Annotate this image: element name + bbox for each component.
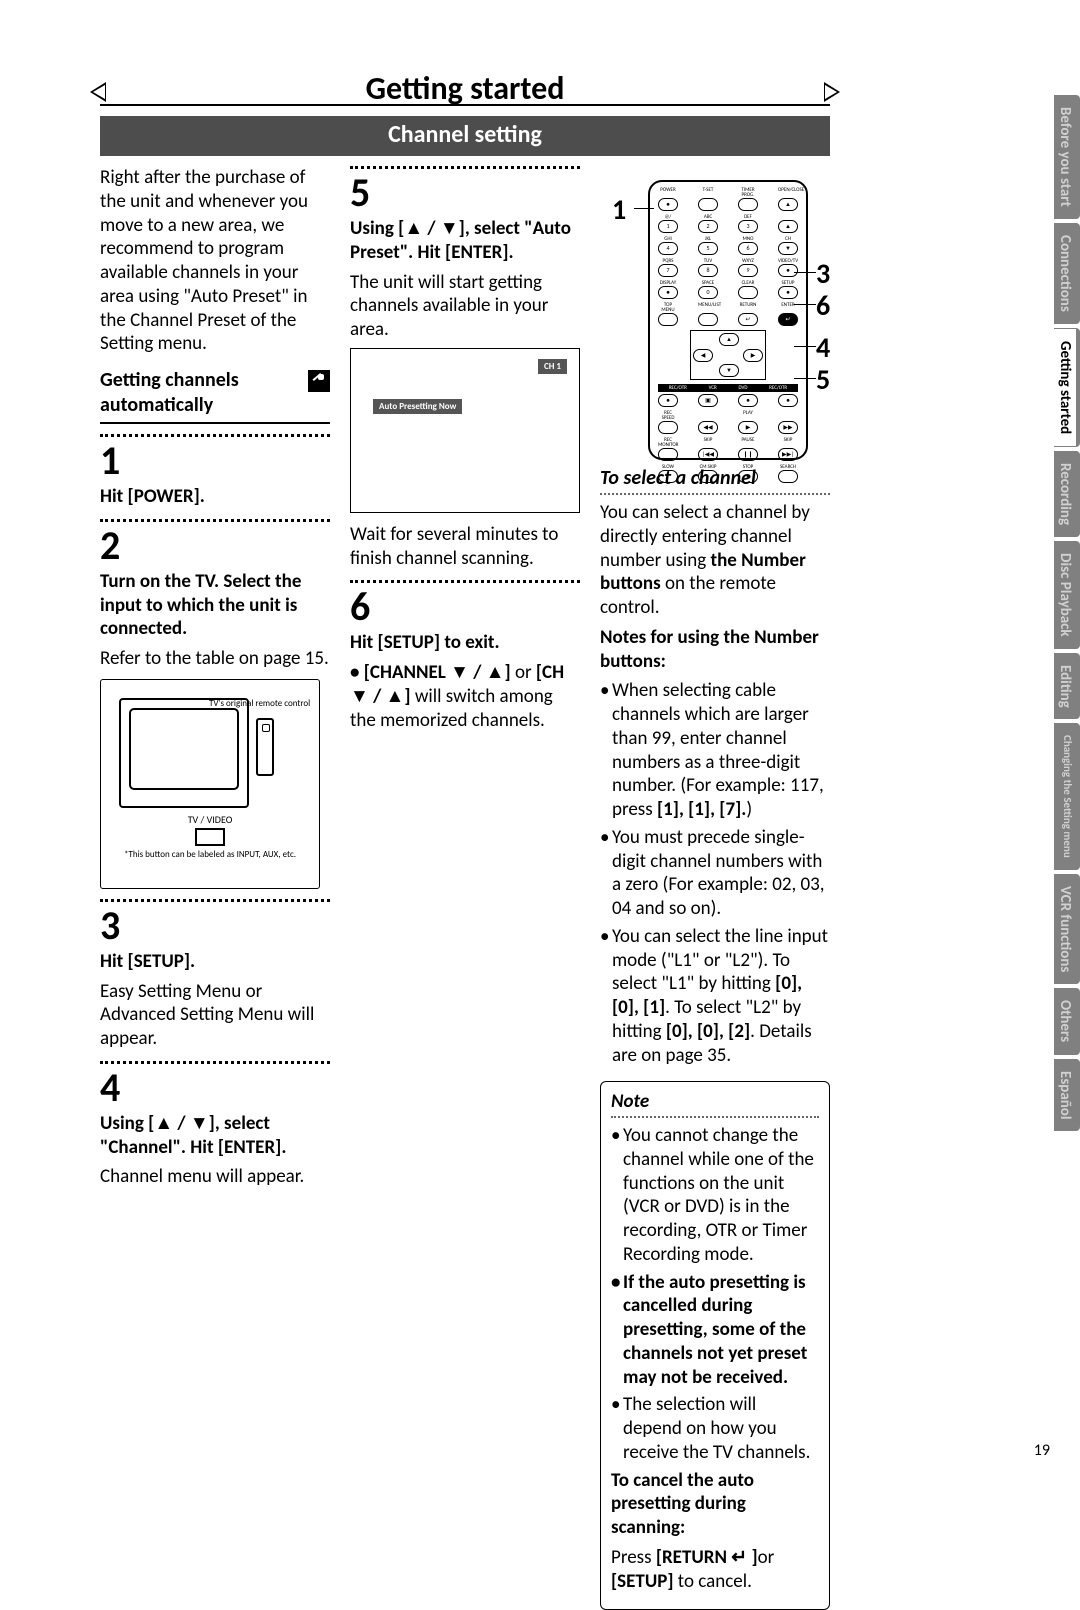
step-5-wait: Wait for several minutes to finish chann… <box>350 523 580 571</box>
note-item-2: You must precede single-digit channel nu… <box>600 826 830 921</box>
step-3-body2: Easy Setting Menu or Advanced Setting Me… <box>100 980 330 1051</box>
tab-espanol[interactable]: Español <box>1054 1059 1080 1132</box>
step-3-body: Hit [SETUP]. <box>100 950 330 974</box>
step-1-body: Hit [POWER]. <box>100 485 330 509</box>
cancel-heading: To cancel the auto presetting during sca… <box>611 1469 819 1540</box>
callout-1: 1 <box>612 192 626 227</box>
note-item-3: You can select the line input mode ("L1"… <box>600 925 830 1068</box>
remote-dpad-icon: ▲ ▼ ◀ ▶ <box>690 330 766 380</box>
intro-text: Right after the purchase of the unit and… <box>100 166 330 356</box>
header-arrow-right-icon <box>824 82 840 102</box>
step-6-body: Hit [SETUP] to exit. <box>350 631 580 655</box>
auto-heading: Getting channels automatically <box>100 368 330 418</box>
step-6-number: 6 <box>350 587 580 627</box>
tab-before-you-start[interactable]: Before you start <box>1054 95 1080 219</box>
side-tab-rail: Before you start Connections Getting sta… <box>1054 95 1080 1135</box>
step-5-body: Using [▲ / ▼], select "Auto Preset". Hit… <box>350 217 580 265</box>
page-title: Getting started <box>100 70 830 108</box>
note-box: Note You cannot change the channel while… <box>600 1081 830 1610</box>
callout-4: 4 <box>816 330 830 365</box>
step-2-number: 2 <box>100 526 330 566</box>
tv-remote-icon <box>256 718 274 776</box>
tab-vcr-functions[interactable]: VCR functions <box>1054 874 1080 984</box>
header-arrow-left-icon <box>90 82 106 102</box>
callout-6: 6 <box>816 288 830 323</box>
osd-box: CH 1 Auto Presetting Now <box>350 348 580 513</box>
tab-getting-started[interactable]: Getting started <box>1054 328 1080 447</box>
remote-figure: 1 3 6 4 5 POWERT-SETTIMER PROG.OPEN/CLOS… <box>620 180 825 460</box>
tab-connections[interactable]: Connections <box>1054 223 1080 324</box>
callout-3: 3 <box>816 256 830 291</box>
tv-diagram: TV's original remote control TV / VIDEO … <box>100 679 320 889</box>
tv-video-button-icon <box>195 828 225 846</box>
tv-note: *This button can be labeled as INPUT, AU… <box>101 850 319 860</box>
step-2-body: Turn on the TV. Select the input to whic… <box>100 570 330 641</box>
step-1-number: 1 <box>100 441 330 481</box>
step-2-body2: Refer to the table on page 15. <box>100 647 330 671</box>
column-left: Right after the purchase of the unit and… <box>100 166 330 1610</box>
note-b1: You cannot change the channel while one … <box>611 1124 819 1267</box>
note-b2: If the auto presetting is cancelled duri… <box>611 1271 819 1390</box>
step-4-number: 4 <box>100 1068 330 1108</box>
notes-heading: Notes for using the Number buttons: <box>600 626 830 674</box>
tab-editing[interactable]: Editing <box>1054 653 1080 720</box>
tv-video-label: TV / VIDEO <box>101 814 319 827</box>
tool-icon <box>308 370 330 392</box>
tab-changing-setting-menu[interactable]: Changing the Setting menu <box>1054 723 1080 870</box>
step-6-body2: • [CHANNEL ▼ / ▲] or [CH ▼ / ▲] will swi… <box>350 661 580 732</box>
osd-message: Auto Presetting Now <box>373 399 462 414</box>
section-title: Channel setting <box>100 116 830 156</box>
note-item-1: When selecting cable channels which are … <box>600 679 830 822</box>
column-middle: 5 Using [▲ / ▼], select "Auto Preset". H… <box>350 166 580 1610</box>
note-heading: Note <box>611 1090 819 1114</box>
note-b3: The selection will depend on how you rec… <box>611 1393 819 1464</box>
tab-disc-playback[interactable]: Disc Playback <box>1054 541 1080 649</box>
page-number: 19 <box>1034 1441 1050 1461</box>
step-4-body2: Channel menu will appear. <box>100 1165 330 1189</box>
osd-channel-badge: CH 1 <box>538 359 567 374</box>
callout-5: 5 <box>816 362 830 397</box>
step-4-body: Using [▲ / ▼], select "Channel". Hit [EN… <box>100 1112 330 1160</box>
step-5-body2: The unit will start getting channels ava… <box>350 271 580 342</box>
step-5-number: 5 <box>350 173 580 213</box>
page-header: Getting started <box>100 70 830 114</box>
step-3-number: 3 <box>100 906 330 946</box>
tab-recording[interactable]: Recording <box>1054 451 1080 537</box>
remote-outline-icon: POWERT-SETTIMER PROG.OPEN/CLOSE ●▲ @/ABC… <box>648 180 808 460</box>
cancel-body: Press [RETURN ↵ ]or [SETUP] to cancel. <box>611 1546 819 1594</box>
number-notes-list: When selecting cable channels which are … <box>600 679 830 1067</box>
tab-others[interactable]: Others <box>1054 988 1080 1054</box>
tv-remote-label: TV's original remote control <box>209 698 310 709</box>
select-channel-body: You can select a channel by directly ent… <box>600 501 830 620</box>
